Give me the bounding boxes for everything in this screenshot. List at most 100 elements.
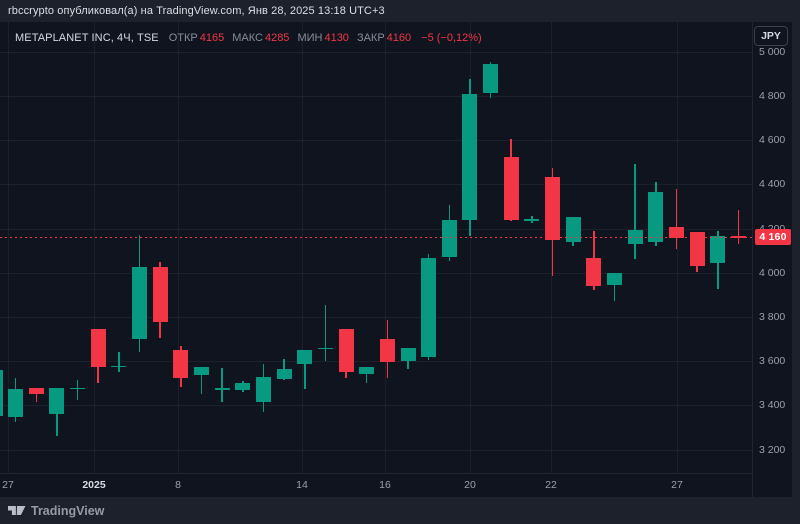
grid-line-vertical [677, 22, 678, 473]
candle-body [132, 267, 148, 339]
candle-body [338, 329, 354, 373]
candle-body [462, 93, 478, 220]
time-tick-label: 16 [379, 479, 391, 491]
candle-body [317, 347, 333, 350]
time-tick-label: 20 [464, 479, 476, 491]
candle-body [8, 388, 24, 418]
candle-body [152, 267, 168, 323]
candlestick-plot[interactable] [0, 22, 752, 473]
candle-body [730, 236, 746, 238]
candle-body [379, 339, 395, 363]
candle-body [255, 376, 271, 402]
grid-line-vertical [178, 22, 179, 473]
time-tick-label: 14 [296, 479, 308, 491]
grid-line-horizontal [0, 405, 752, 407]
candle-body [90, 329, 106, 367]
currency-button[interactable]: JPY [754, 26, 788, 46]
ohlc-high: МАКС 4285 [232, 32, 290, 44]
time-tick-label: 27 [671, 479, 683, 491]
candle-body [524, 218, 540, 221]
grid-line-horizontal [0, 361, 752, 363]
grid-line-horizontal [0, 272, 752, 274]
price-tick-label: 4 000 [759, 266, 786, 279]
attribution-text: rbccrypto опубликовал(а) на TradingView.… [8, 5, 385, 17]
last-price-label: 4 160 [755, 229, 791, 246]
time-tick-label: 27 [2, 479, 14, 491]
ohlc-close: ЗАКР 4160 [356, 32, 412, 44]
candle-wick [303, 350, 306, 389]
candle-wick [634, 164, 636, 260]
candle-wick [737, 209, 740, 244]
price-tick-label: 3 400 [759, 399, 786, 412]
candle-body [565, 217, 581, 242]
candle-body [483, 63, 499, 93]
candle-body [214, 387, 230, 390]
price-tick-label: 4 800 [759, 89, 786, 102]
grid-line-horizontal [0, 316, 752, 318]
candle-body [441, 219, 457, 258]
candle-body [194, 366, 209, 376]
symbol-title: METAPLANET INC, 4Ч, TSE [15, 32, 159, 44]
time-axis: 27 2025 8 14 16 20 22 27 [0, 473, 752, 497]
time-tick-label: 22 [545, 479, 557, 491]
candle-body [648, 192, 664, 242]
grid-line-vertical [302, 22, 303, 473]
candle-body [689, 231, 705, 267]
candle-body [607, 272, 622, 285]
candle-body [421, 258, 437, 357]
price-tick-label: 4 600 [759, 134, 786, 147]
candle-wick [324, 304, 327, 362]
grid-line-vertical [385, 22, 386, 473]
candle-body [111, 365, 127, 368]
grid-line-vertical [94, 22, 95, 473]
candle-body [545, 176, 561, 240]
grid-line-vertical [470, 22, 471, 473]
candle-body [49, 387, 65, 415]
grid-line-horizontal [0, 140, 752, 142]
candle-body [586, 258, 602, 286]
price-tick-label: 3 600 [759, 355, 786, 368]
candle-wick [613, 272, 616, 302]
candle-wick [365, 366, 368, 384]
candle-body [503, 156, 519, 220]
candle-body [276, 368, 292, 379]
footer-bar: TradingView [0, 497, 800, 524]
price-tick-label: 3 800 [759, 310, 786, 323]
candle-body [710, 236, 726, 263]
grid-line-horizontal [0, 51, 752, 53]
grid-line-horizontal [0, 228, 752, 230]
price-tick-label: 5 000 [759, 45, 786, 58]
candle-body [627, 229, 643, 244]
time-tick-label: 2025 [82, 479, 106, 491]
price-change: −5 (−0,12%) [421, 32, 482, 44]
candle-wick [221, 367, 223, 402]
grid-line-vertical [8, 22, 9, 473]
grid-line-horizontal [0, 449, 752, 451]
ohlc-low: МИН 4130 [297, 32, 349, 44]
candle-wick [76, 379, 79, 400]
candle-body [297, 350, 313, 365]
price-tick-label: 4 400 [759, 178, 786, 191]
candle-body [173, 350, 189, 378]
tradingview-brand[interactable]: TradingView [31, 503, 105, 518]
symbol-header: METAPLANET INC, 4Ч, TSE ОТКР 4165 МАКС 4… [15, 30, 482, 46]
grid-line-horizontal [0, 95, 752, 97]
candle-body [28, 387, 44, 395]
grid-line-horizontal [0, 184, 752, 186]
candle-wick [35, 387, 38, 402]
attribution-bar: rbccrypto опубликовал(а) на TradingView.… [0, 0, 800, 22]
candle-body [0, 369, 3, 417]
candle-wick [118, 352, 120, 373]
candle-wick [675, 188, 678, 250]
ohlc-open: ОТКР 4165 [168, 32, 225, 44]
candle-wick [200, 366, 203, 395]
tradingview-logo-icon[interactable] [8, 505, 26, 516]
candle-body [359, 366, 375, 375]
grid-line-vertical [551, 22, 552, 473]
candle-body [235, 383, 251, 390]
candle-body [400, 347, 416, 362]
candle-body [668, 227, 684, 239]
candle-body [70, 387, 86, 390]
